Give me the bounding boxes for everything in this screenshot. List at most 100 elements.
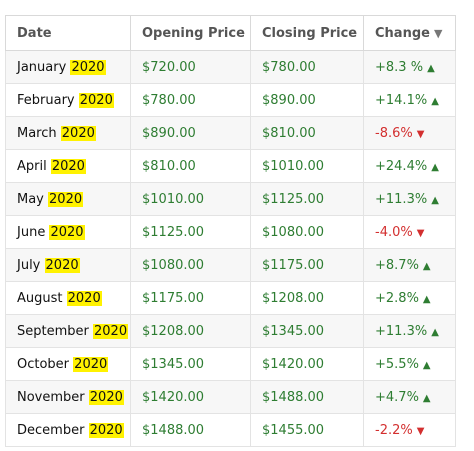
table-row: December 2020 $1488.00 $1455.00 -2.2% ▼: [5, 413, 456, 447]
month-text: December: [17, 422, 85, 438]
header-row: Date Opening Price Closing Price Change ▼: [5, 15, 456, 51]
arrow-up-icon: ▲: [431, 326, 439, 338]
closing-price-cell: $780.00: [250, 50, 364, 84]
change-header-label: Change: [375, 25, 430, 41]
arrow-up-icon: ▲: [422, 359, 431, 371]
closing-price-cell: $1488.00: [250, 380, 364, 414]
table-row: June 2020 $1125.00 $1080.00 -4.0% ▼: [5, 215, 456, 249]
date-cell: May 2020: [5, 182, 131, 216]
change-value: +24.4%: [375, 158, 428, 174]
arrow-down-icon: ▼: [416, 425, 425, 437]
change-column-header[interactable]: Change ▼: [363, 15, 456, 51]
change-value: +14.1%: [375, 92, 428, 108]
arrow-up-icon: ▲: [431, 95, 439, 107]
month-text: September: [17, 323, 89, 339]
closing-price-column-header[interactable]: Closing Price: [250, 15, 364, 51]
year-highlight: 2020: [70, 59, 106, 75]
month-text: June: [17, 224, 46, 240]
opening-price-cell: $1420.00: [130, 380, 251, 414]
opening-price-cell: $1345.00: [130, 347, 251, 381]
change-value: +5.5%: [375, 356, 419, 372]
price-table: Date Opening Price Closing Price Change ▼…: [5, 15, 456, 447]
change-cell: -2.2% ▼: [363, 413, 456, 447]
opening-price-cell: $1208.00: [130, 314, 251, 348]
year-highlight: 2020: [48, 191, 84, 207]
closing-price-cell: $1010.00: [250, 149, 364, 183]
closing-price-cell: $810.00: [250, 116, 364, 150]
sort-down-icon[interactable]: ▼: [433, 26, 443, 40]
change-value: +2.8%: [375, 290, 419, 306]
month-text: March: [17, 125, 57, 141]
date-column-header[interactable]: Date: [5, 15, 131, 51]
date-cell: October 2020: [5, 347, 131, 381]
closing-price-cell: $1208.00: [250, 281, 364, 315]
change-cell: -4.0% ▼: [363, 215, 456, 249]
opening-header-label: Opening Price: [142, 25, 245, 41]
date-header-label: Date: [17, 25, 52, 41]
year-highlight: 2020: [60, 125, 96, 141]
table-row: July 2020 $1080.00 $1175.00 +8.7% ▲: [5, 248, 456, 282]
opening-price-cell: $780.00: [130, 83, 251, 117]
closing-price-cell: $1080.00: [250, 215, 364, 249]
arrow-up-icon: ▲: [422, 293, 431, 305]
change-value: +11.3%: [375, 323, 428, 339]
date-cell: June 2020: [5, 215, 131, 249]
change-cell: +14.1% ▲: [363, 83, 456, 117]
opening-price-cell: $1080.00: [130, 248, 251, 282]
year-highlight: 2020: [88, 422, 124, 438]
date-cell: July 2020: [5, 248, 131, 282]
closing-price-cell: $1175.00: [250, 248, 364, 282]
opening-price-cell: $810.00: [130, 149, 251, 183]
closing-price-cell: $1125.00: [250, 182, 364, 216]
arrow-down-icon: ▼: [416, 227, 425, 239]
change-cell: +8.3 % ▲: [363, 50, 456, 84]
month-text: October: [17, 356, 70, 372]
price-table-container: Date Opening Price Closing Price Change ▼…: [5, 15, 456, 447]
change-value: +8.7%: [375, 257, 419, 273]
table-row: October 2020 $1345.00 $1420.00 +5.5% ▲: [5, 347, 456, 381]
year-highlight: 2020: [73, 356, 109, 372]
arrow-up-icon: ▲: [431, 194, 439, 206]
table-row: September 2020 $1208.00 $1345.00 +11.3% ▲: [5, 314, 456, 348]
date-cell: August 2020: [5, 281, 131, 315]
closing-price-cell: $1420.00: [250, 347, 364, 381]
month-text: February: [17, 92, 75, 108]
arrow-up-icon: ▲: [422, 392, 431, 404]
table-row: March 2020 $890.00 $810.00 -8.6% ▼: [5, 116, 456, 150]
change-cell: +8.7% ▲: [363, 248, 456, 282]
change-value: +11.3%: [375, 191, 428, 207]
date-cell: September 2020: [5, 314, 131, 348]
year-highlight: 2020: [50, 158, 86, 174]
year-highlight: 2020: [93, 323, 129, 339]
year-highlight: 2020: [44, 257, 80, 273]
closing-price-cell: $1345.00: [250, 314, 364, 348]
closing-price-cell: $890.00: [250, 83, 364, 117]
change-value: -8.6%: [375, 125, 413, 141]
table-row: January 2020 $720.00 $780.00 +8.3 % ▲: [5, 50, 456, 84]
table-row: November 2020 $1420.00 $1488.00 +4.7% ▲: [5, 380, 456, 414]
opening-price-column-header[interactable]: Opening Price: [130, 15, 251, 51]
month-text: July: [17, 257, 41, 273]
table-row: May 2020 $1010.00 $1125.00 +11.3% ▲: [5, 182, 456, 216]
month-text: January: [17, 59, 67, 75]
date-cell: February 2020: [5, 83, 131, 117]
change-cell: -8.6% ▼: [363, 116, 456, 150]
date-cell: April 2020: [5, 149, 131, 183]
change-cell: +5.5% ▲: [363, 347, 456, 381]
table-row: August 2020 $1175.00 $1208.00 +2.8% ▲: [5, 281, 456, 315]
month-text: November: [17, 389, 85, 405]
month-text: May: [17, 191, 44, 207]
closing-header-label: Closing Price: [262, 25, 358, 41]
closing-price-cell: $1455.00: [250, 413, 364, 447]
opening-price-cell: $720.00: [130, 50, 251, 84]
arrow-up-icon: ▲: [431, 161, 439, 173]
opening-price-cell: $890.00: [130, 116, 251, 150]
year-highlight: 2020: [78, 92, 114, 108]
date-cell: March 2020: [5, 116, 131, 150]
change-cell: +24.4% ▲: [363, 149, 456, 183]
change-value: +8.3 %: [375, 59, 424, 75]
change-cell: +11.3% ▲: [363, 182, 456, 216]
arrow-up-icon: ▲: [427, 62, 435, 74]
opening-price-cell: $1125.00: [130, 215, 251, 249]
date-cell: January 2020: [5, 50, 131, 84]
